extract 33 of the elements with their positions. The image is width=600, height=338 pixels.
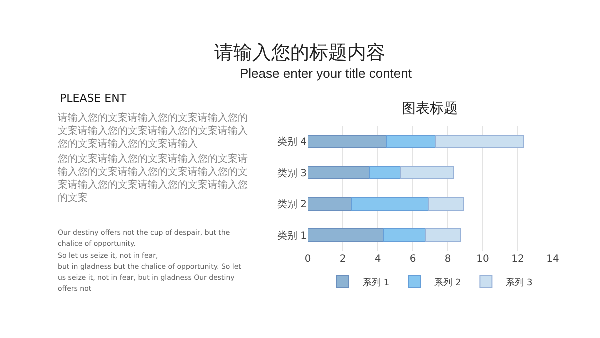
- chart-subtitle: Please enter your title content: [239, 66, 413, 81]
- bar: [386, 134, 436, 148]
- x-tick-label: 4: [374, 254, 382, 265]
- x-tick-label: 10: [476, 254, 490, 265]
- legend-label: 系列 3: [506, 277, 533, 288]
- bar: [428, 197, 464, 211]
- x-tick-label: 2: [340, 254, 346, 265]
- x-tick-label: 12: [512, 254, 524, 265]
- bar: [368, 166, 402, 180]
- x-tick-label: 0: [304, 254, 312, 265]
- y-tick-label: 类别 2: [277, 198, 307, 211]
- x-tick-label: 8: [444, 254, 452, 265]
- bar: [308, 197, 352, 211]
- bar: [308, 134, 388, 148]
- y-tick-label: 类别 1: [277, 230, 307, 242]
- y-tick-label: 类别 3: [277, 167, 307, 180]
- x-tick-label: 14: [546, 254, 560, 265]
- legend-label: 系列 1: [363, 277, 390, 288]
- y-tick-label: 类别 4: [277, 136, 307, 148]
- text: 您的文案请输入您的文案请输入您的文案请输入您的文案请输入您的文案请输入您的文案请输入您的文案请输入您的文案请输入您的文案: [58, 153, 249, 205]
- bar: [308, 166, 370, 180]
- text: 图表标题: [401, 100, 459, 118]
- bar: [400, 166, 454, 180]
- bar: [382, 228, 426, 242]
- bar: [308, 228, 384, 242]
- bar: [424, 228, 461, 242]
- bar: [351, 197, 430, 211]
- x-tick-label: 6: [410, 254, 416, 265]
- legend-label: 系列 2: [434, 277, 462, 288]
- text: PLEASE ENT: [60, 92, 128, 106]
- text: 请输入您的文案请输入您的文案请输入您的文案请输入您的文案请输入您的文案请输入您的文案请输入您的文案请输入: [58, 112, 249, 151]
- bar: [435, 134, 524, 148]
- chart-title: 请输入您的标题内容: [214, 41, 386, 66]
